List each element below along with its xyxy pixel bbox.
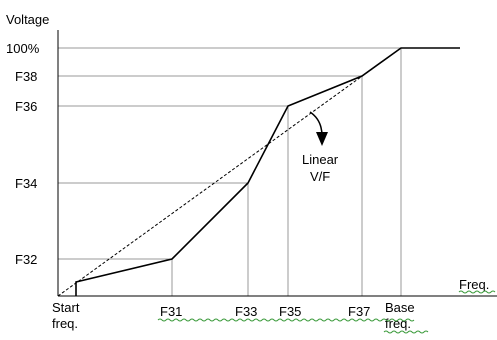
x-tick-start-l2: freq. <box>52 316 78 331</box>
x-axis-title: Freq. <box>459 277 489 292</box>
y-axis-title: Voltage <box>6 12 49 27</box>
spellcheck-underline-base <box>383 330 429 334</box>
arrowhead-icon <box>316 132 328 146</box>
spellcheck-underline-ticks <box>157 318 415 322</box>
x-tick-base-l2: freq. <box>385 316 411 331</box>
linear-vf-line <box>57 47 402 297</box>
y-tick-f32: F32 <box>15 252 37 267</box>
x-tick-f37: F37 <box>348 304 370 319</box>
x-tick-f33: F33 <box>235 304 257 319</box>
x-tick-start-l1: Start <box>52 300 80 315</box>
y-tick-100: 100% <box>6 41 40 56</box>
x-tick-base-l1: Base <box>385 300 415 315</box>
x-tick-f35: F35 <box>279 304 301 319</box>
x-tick-f31: F31 <box>160 304 182 319</box>
y-tick-f38: F38 <box>15 69 37 84</box>
horizontal-guides <box>58 47 460 260</box>
annotation-linear: Linear <box>302 152 339 167</box>
y-tick-f36: F36 <box>15 99 37 114</box>
y-tick-f34: F34 <box>15 176 37 191</box>
spellcheck-underline-freq <box>458 290 496 294</box>
user-vf-curve <box>75 47 460 296</box>
annotation-vf: V/F <box>310 169 330 184</box>
